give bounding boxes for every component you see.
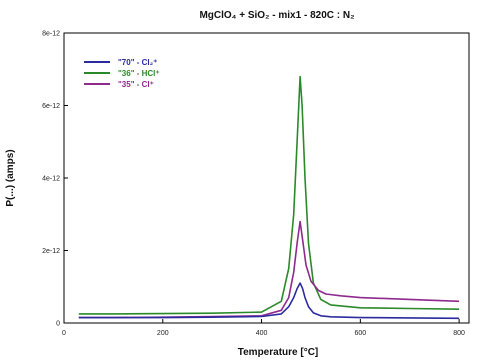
x-tick-label: 600 — [354, 330, 366, 337]
x-tick-label: 0 — [62, 330, 66, 337]
x-tick-label: 800 — [453, 330, 465, 337]
x-tick-label: 400 — [256, 330, 268, 337]
chart-title: MgClO₄ + SiO₂ - mix1 - 820C : N₂ — [199, 10, 354, 21]
legend-label: "70" - Cl₂⁺ — [118, 58, 157, 67]
series-layer — [78, 75, 460, 320]
y-tick-label: 8e-12 — [42, 31, 60, 38]
y-axis-label: P(...) (amps) — [5, 149, 16, 206]
legend-label: "36" - HCl⁺ — [118, 69, 160, 78]
y-tick-label: 6e-12 — [42, 103, 60, 110]
y-tick-label: 0 — [56, 321, 60, 328]
legend: "70" - Cl₂⁺ "36" - HCl⁺ "35" - Cl⁺ — [84, 58, 160, 89]
y-tick-label: 2e-12 — [42, 248, 60, 255]
x-axis-label: Temperature [°C] — [238, 347, 319, 358]
series-line-0 — [78, 282, 460, 320]
y-tick-label: 4e-12 — [42, 176, 60, 183]
x-axis: 0 200 400 600 800 — [62, 319, 465, 337]
legend-label: "35" - Cl⁺ — [118, 80, 154, 89]
series-line-2 — [78, 220, 460, 319]
x-tick-label: 200 — [157, 330, 169, 337]
y-axis: 0 2e-12 4e-12 6e-12 8e-12 — [42, 31, 68, 328]
series-line-1 — [78, 75, 460, 315]
